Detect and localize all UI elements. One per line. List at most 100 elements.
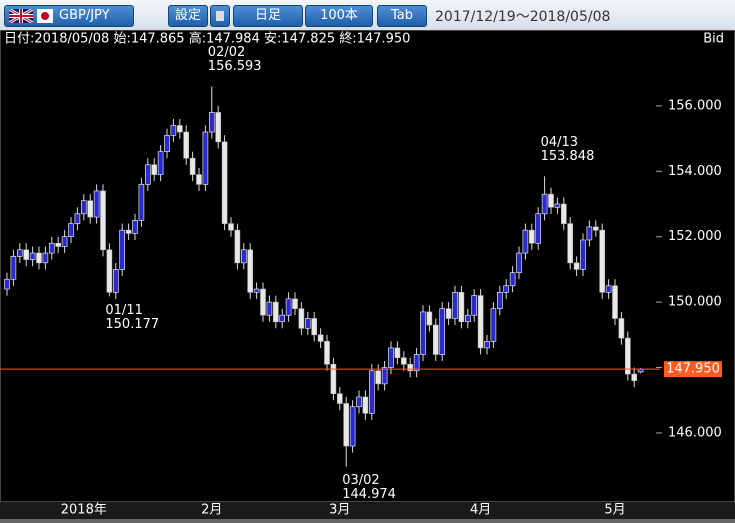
candle-body [535, 213, 542, 244]
x-axis-band [0, 502, 735, 523]
annotation-value: 150.177 [105, 317, 159, 332]
candle-body [567, 223, 574, 264]
candle-body [343, 403, 350, 447]
annotation-value: 144.974 [342, 487, 396, 502]
x-tick-label: 5月 [604, 503, 625, 518]
candle-body [119, 229, 125, 270]
annotation-value: 156.593 [208, 59, 262, 74]
scrollbar[interactable] [0, 519, 735, 523]
candle-body [477, 295, 484, 349]
candle-body [61, 236, 68, 247]
annotation-date: 01/11 [105, 303, 142, 318]
candle-body [439, 308, 446, 355]
candle-body [132, 220, 138, 234]
candle-body [48, 242, 55, 254]
candle-body [362, 396, 369, 414]
candle-body [580, 239, 586, 270]
candle-body [42, 252, 49, 264]
candle-body [125, 229, 132, 234]
candle-body [55, 242, 62, 247]
date-range: 2017/12/19～2018/05/08 [435, 9, 611, 25]
candle-body [618, 318, 625, 339]
x-tick-label: 2月 [201, 503, 222, 518]
candle-body [496, 292, 503, 309]
candle-body [490, 308, 497, 342]
candle-body [464, 314, 471, 323]
candle-body [292, 298, 298, 309]
candle-body [452, 292, 458, 319]
candle-body [516, 252, 522, 273]
candle-body [23, 249, 30, 260]
candle-body [624, 337, 631, 375]
candle-body [445, 308, 452, 319]
uk-flag [9, 9, 33, 23]
candle-body [266, 301, 273, 316]
price-label-box [664, 361, 722, 378]
candle-body [157, 151, 164, 175]
candle-body [573, 262, 580, 270]
pair-button[interactable]: GBP/JPY [4, 5, 134, 27]
candle-body [407, 363, 414, 372]
settings-button[interactable]: 設定 [168, 5, 208, 27]
candle-body [209, 112, 215, 133]
calc-button[interactable] [210, 5, 230, 27]
candle-body [304, 318, 311, 329]
candle-body [285, 298, 292, 316]
candle-body [330, 363, 337, 395]
chart: 日付:2018/05/08 始:147.865 高:147.984 安:147.… [0, 30, 735, 523]
candle-body [458, 292, 465, 323]
candle-body [324, 341, 330, 365]
pair-label: GBP/JPY [59, 8, 110, 23]
info-line: 日付:2018/05/08 始:147.865 高:147.984 安:147.… [4, 31, 410, 47]
candle-body [106, 249, 113, 293]
candle-body [484, 341, 490, 349]
candle-body [375, 370, 382, 385]
candle-body [177, 125, 183, 133]
candle-body [93, 190, 100, 218]
candle-body [260, 288, 266, 316]
candle-body [311, 318, 318, 336]
annotation-date: 04/13 [541, 135, 578, 150]
candle-body [400, 357, 407, 365]
candle-body [74, 213, 81, 224]
count-button[interactable]: 100本 [305, 5, 373, 27]
price-label: 147.950 [666, 362, 720, 377]
candle-body [228, 223, 234, 231]
x-tick-label: 4月 [470, 503, 491, 518]
tab-button[interactable]: Tab [377, 5, 427, 27]
candle-body [522, 229, 529, 254]
candle-body [16, 249, 23, 257]
candle-body [560, 203, 567, 224]
candle-body [317, 334, 324, 342]
candle-body [202, 131, 209, 185]
candle-body [548, 193, 554, 208]
candle-body [336, 393, 343, 404]
candle-body [368, 370, 375, 414]
candle-body [183, 131, 189, 159]
candle-body [279, 314, 286, 323]
candle-body [4, 278, 10, 290]
candle-body [298, 308, 305, 329]
annotation-date: 03/02 [342, 473, 379, 488]
candle-body [221, 141, 228, 224]
candle-body [113, 269, 119, 293]
period-button[interactable]: 日足 [233, 5, 303, 27]
candle-body [432, 324, 439, 355]
candle-body [586, 226, 593, 241]
candle-body [420, 311, 426, 355]
candle-body [394, 347, 401, 359]
annotation-date: 02/02 [208, 45, 245, 60]
candle-body [87, 200, 93, 218]
candle-body [426, 311, 433, 326]
candle-body [528, 229, 535, 244]
candle-body [253, 288, 260, 293]
jp-flag [37, 9, 53, 23]
candle-body [349, 406, 356, 447]
annotation-value: 153.848 [541, 149, 595, 164]
candle-body [68, 223, 74, 238]
candle-body [29, 252, 36, 260]
candle-body [138, 184, 145, 221]
candle-body [381, 367, 388, 385]
candle-body [541, 193, 548, 215]
